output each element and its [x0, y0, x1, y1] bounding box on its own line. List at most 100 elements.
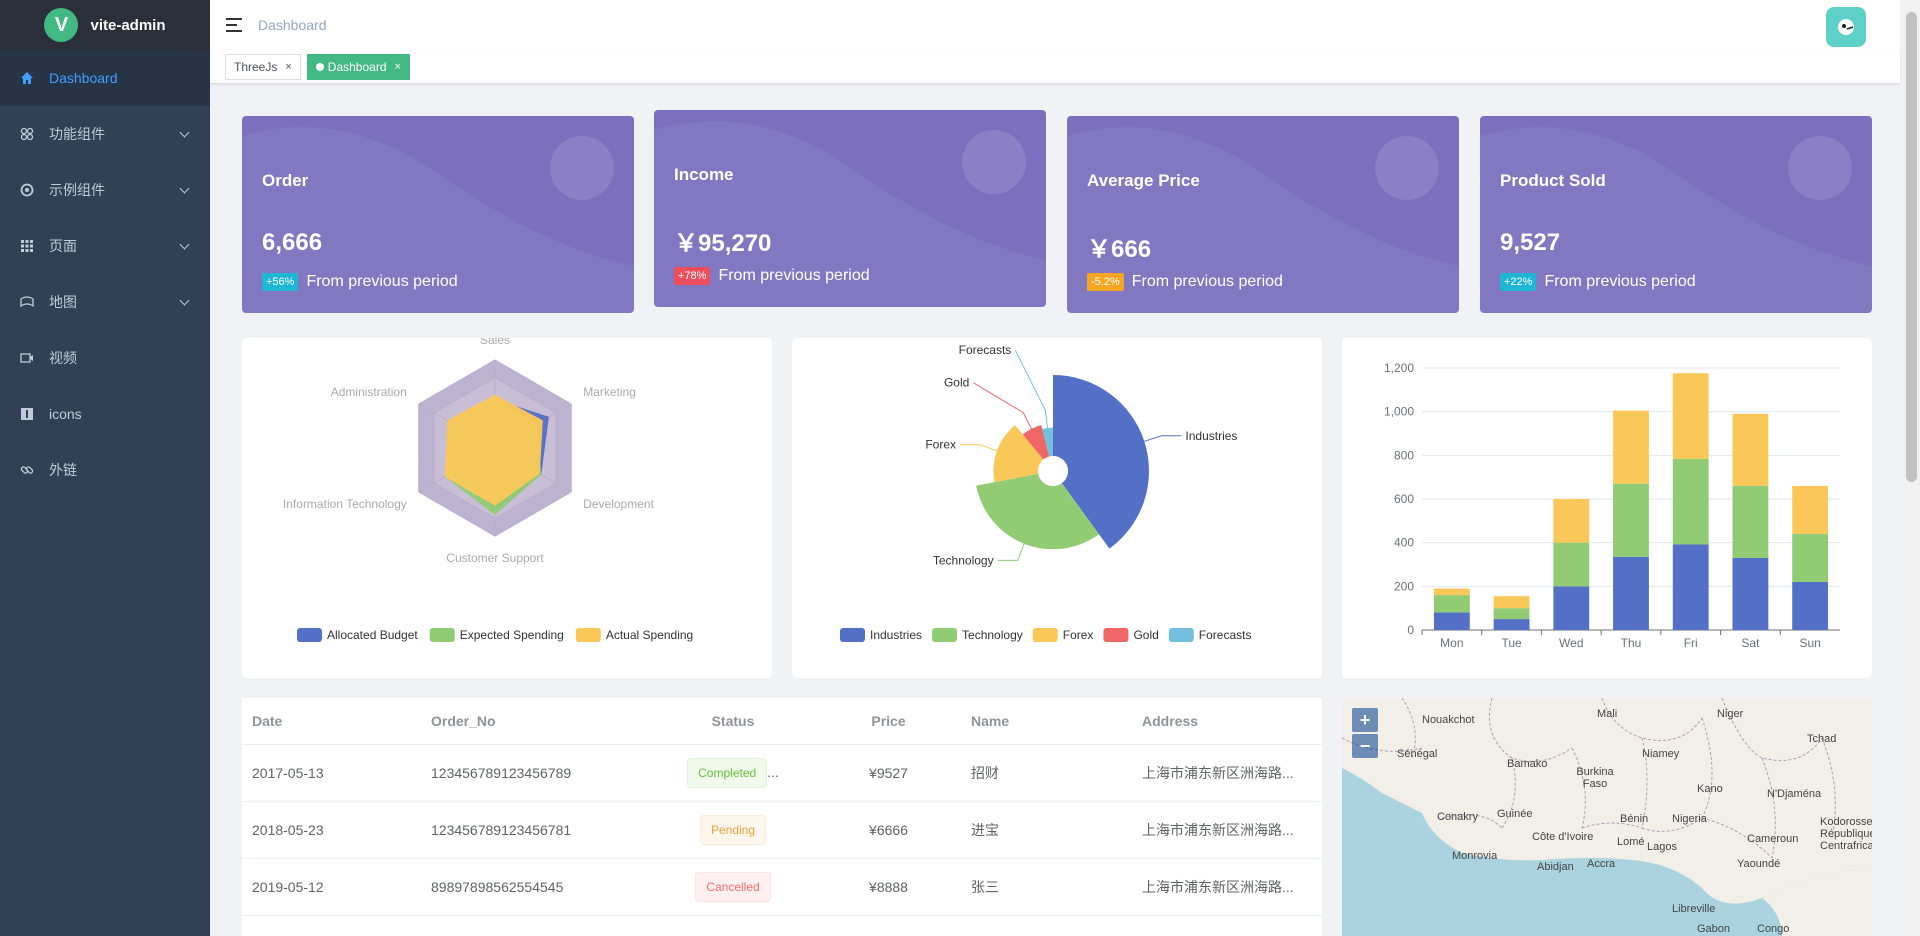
zoom-out-button[interactable]: −: [1352, 734, 1378, 758]
sidebar-item-label: 外链: [49, 462, 77, 478]
stat-card-order[interactable]: Order 6,666 +56% From previous period: [242, 116, 634, 313]
tag-threejs[interactable]: ThreeJs ×: [225, 53, 301, 80]
pie-label-line: [1014, 349, 1049, 429]
legend-label: Allocated Budget: [327, 628, 418, 642]
map-label: Sénégal: [1397, 748, 1438, 760]
map-label: Niamey: [1642, 748, 1680, 760]
tag-label: Dashboard: [327, 59, 387, 74]
zoom-in-button[interactable]: +: [1352, 708, 1378, 732]
wave-decoration: [1480, 127, 1872, 313]
close-icon[interactable]: ×: [394, 60, 401, 73]
legend-swatch: [575, 628, 601, 642]
card-footer: +22% From previous period: [1500, 273, 1696, 291]
card-note: From previous period: [1544, 273, 1696, 290]
sidebar-item-external-link[interactable]: 外链: [0, 442, 210, 498]
map-label: Lagos: [1647, 841, 1677, 853]
map-land: [1342, 698, 1872, 936]
app-logo[interactable]: V vite-admin: [0, 0, 210, 50]
map-view[interactable]: Nouakchot Mali Niger Sénégal Bamako Niam…: [1342, 698, 1872, 936]
example-icon: [20, 183, 34, 197]
breadcrumb[interactable]: Dashboard: [258, 17, 327, 33]
sidebar-item-dashboard[interactable]: Dashboard: [0, 50, 210, 106]
radar-indicator-label: Development: [583, 497, 654, 511]
avatar[interactable]: [1826, 7, 1866, 47]
bar-segment: [1433, 595, 1470, 613]
active-dot-icon: [315, 62, 324, 71]
icons-icon: [20, 407, 34, 421]
card-title: Order: [262, 171, 309, 190]
zoom-controls: + −: [1352, 708, 1378, 760]
map-label: Libreville: [1672, 903, 1716, 915]
page-scrollbar[interactable]: [1903, 0, 1920, 936]
pie-slice: [1042, 427, 1053, 457]
y-tick-label: 400: [1394, 536, 1414, 550]
map-label: Nouakchot: [1422, 714, 1475, 726]
stat-card-average-price[interactable]: Average Price ￥666 -5.2% From previous p…: [1067, 116, 1459, 313]
card-footer: -5.2% From previous period: [1087, 273, 1283, 291]
sidebar-item-video[interactable]: 视频: [0, 330, 210, 386]
sidebar-item-components[interactable]: 功能组件: [0, 106, 210, 162]
pie-label: Forecasts: [959, 343, 1012, 357]
map-label: Bénin: [1620, 813, 1649, 825]
cell-name: 进宝: [971, 822, 999, 838]
status-badge: Cancelled: [695, 872, 771, 902]
card-value: 9,527: [1500, 229, 1561, 256]
circle-decoration: [1788, 136, 1852, 200]
bar-segment: [1672, 544, 1709, 630]
radar-series-area: [444, 394, 543, 506]
cell-status: Completed...: [646, 758, 820, 788]
status-badge: Pending: [699, 815, 767, 845]
stat-card-income[interactable]: Income ￥95,270 +78% From previous period: [654, 110, 1046, 307]
pie-slice: [993, 425, 1044, 483]
map-icon: [20, 295, 34, 309]
bar-segment: [1732, 485, 1769, 558]
bar-segment: [1553, 499, 1590, 543]
link-icon: [20, 463, 34, 477]
bar-segment: [1672, 458, 1709, 545]
bar-segment: [1493, 596, 1530, 609]
x-tick-label: Thu: [1621, 636, 1642, 650]
y-tick-label: 0: [1407, 623, 1414, 637]
legend-swatch: [1032, 628, 1058, 642]
bar-segment: [1732, 413, 1769, 486]
pie-label: Gold: [944, 376, 969, 390]
card-footer: +78% From previous period: [674, 267, 870, 285]
sidebar-item-icons[interactable]: icons: [0, 386, 210, 442]
radar-indicator-label: Marketing: [583, 385, 636, 399]
sidebar-item-pages[interactable]: 页面: [0, 218, 210, 274]
cell-name: 张三: [971, 879, 999, 895]
card-note: From previous period: [1131, 273, 1283, 290]
cell-price: ¥9527: [869, 765, 908, 781]
components-icon: [20, 127, 34, 141]
header-address: Address: [1142, 713, 1199, 729]
status-badge: Completed: [687, 758, 768, 788]
cell-address: 上海市浦东新区洲海路...: [1142, 765, 1294, 781]
circle-decoration: [1375, 136, 1439, 200]
card-value: ￥95,270: [674, 230, 772, 257]
tag-label: ThreeJs: [234, 59, 278, 74]
x-tick-label: Wed: [1559, 636, 1583, 650]
pie-chart-panel: Industries Technology Forex Gold Forecasts In…: [792, 338, 1322, 678]
sidebar-item-examples[interactable]: 示例组件: [0, 162, 210, 218]
chevron-down-icon: [179, 239, 190, 250]
card-value: ￥666: [1087, 236, 1152, 263]
radar-indicator-label: Customer Support: [446, 551, 544, 565]
bar-segment: [1672, 373, 1709, 459]
home-icon: [20, 71, 34, 85]
hamburger-icon[interactable]: [226, 18, 244, 32]
header-name: Name: [971, 713, 1010, 729]
sidebar-item-map[interactable]: 地图: [0, 274, 210, 330]
close-icon[interactable]: ×: [285, 60, 292, 73]
orders-table: Date Order_No Status Price Name Address …: [242, 698, 1322, 936]
stat-card-product-sold[interactable]: Product Sold 9,527 +22% From previous pe…: [1480, 116, 1872, 313]
scrollbar-thumb[interactable]: [1906, 12, 1917, 482]
chevron-down-icon: [179, 295, 190, 306]
legend-label: Expected Spending: [460, 628, 564, 642]
map-label: Nigeria: [1672, 813, 1707, 825]
map-label: Guinée: [1497, 808, 1533, 820]
map-label: Congo: [1757, 923, 1790, 935]
change-badge: -5.2%: [1087, 273, 1124, 291]
cell-address: 上海市浦东新区洲海路...: [1142, 822, 1294, 838]
tag-dashboard[interactable]: Dashboard ×: [306, 53, 410, 80]
wave-decoration: [1067, 127, 1459, 313]
